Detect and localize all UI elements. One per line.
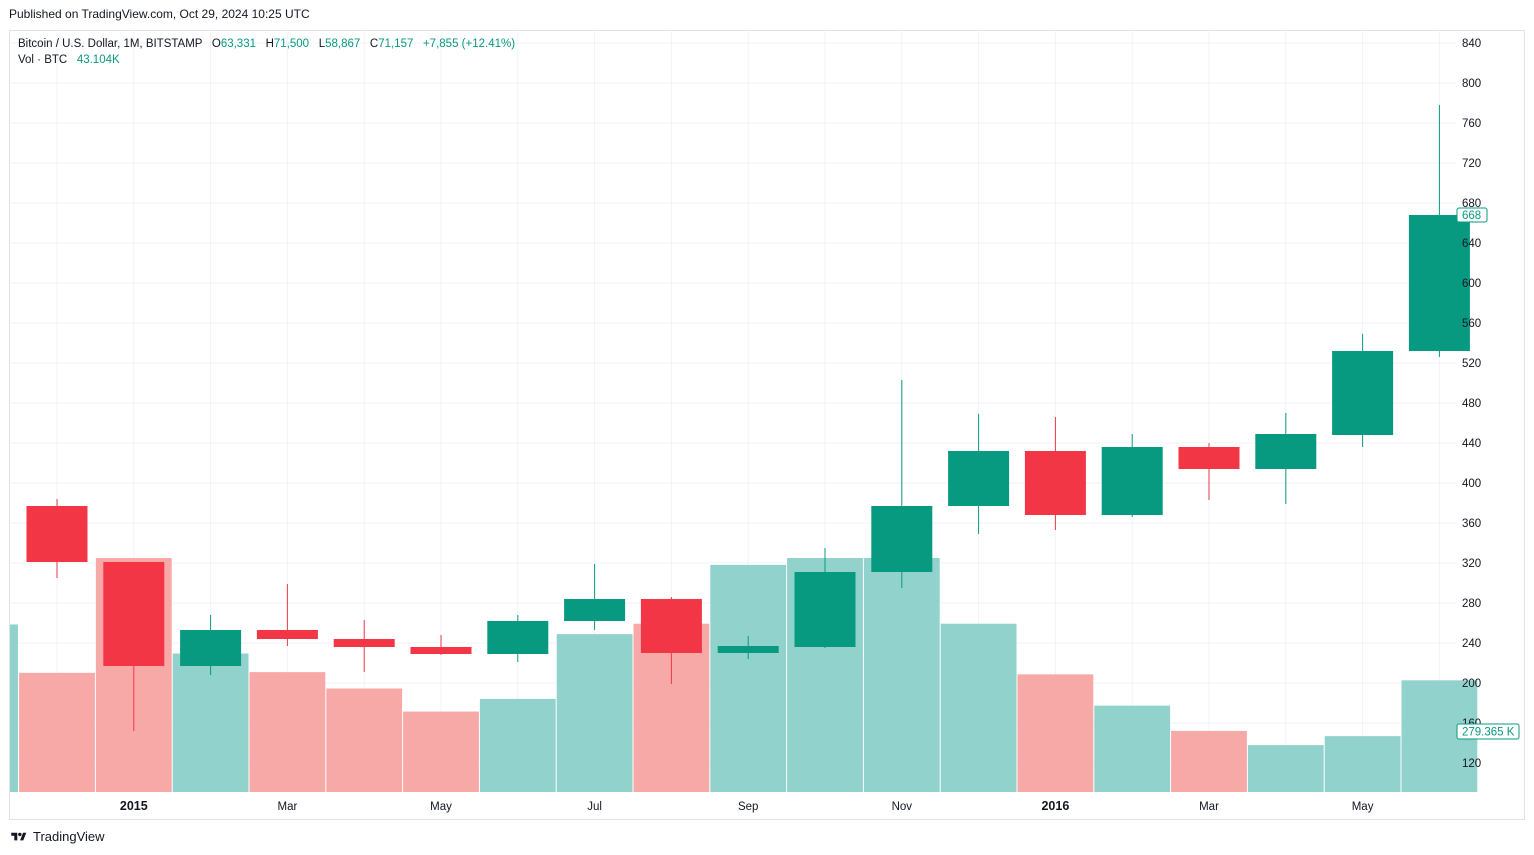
x-axis-tick-label: 2016: [1041, 799, 1069, 813]
published-caption: Published on TradingView.com, Oct 29, 20…: [9, 7, 310, 21]
footer-brand-label: TradingView: [33, 829, 105, 844]
candle-body: [948, 451, 1010, 506]
candle-body: [1024, 451, 1086, 515]
candle-body: [103, 562, 165, 666]
y-axis-tick-label: 760: [1462, 118, 1481, 130]
volume-bar: [1017, 674, 1094, 792]
volume-bar: [1247, 745, 1324, 792]
y-axis-tick-label: 400: [1462, 478, 1481, 490]
y-axis-tick-label: 320: [1462, 558, 1481, 570]
x-axis-tick-label: Sep: [738, 801, 758, 813]
chart-frame: [9, 30, 1525, 820]
legend-open-value: 63,331: [220, 38, 256, 50]
volume-bar: [1324, 736, 1401, 792]
x-axis-tick-label: Jul: [587, 801, 602, 813]
legend-line-volume: Vol · BTC 43.104K: [18, 52, 515, 68]
tradingview-logo-icon: [11, 832, 27, 840]
candle-body: [180, 630, 242, 666]
y-axis-tick-label: 560: [1462, 318, 1481, 330]
y-axis-tick-label: 840: [1462, 38, 1481, 50]
x-axis-tick-label: May: [1352, 801, 1374, 813]
y-axis-tick-label: 800: [1462, 78, 1481, 90]
candle-body: [487, 621, 549, 654]
candle-body: [1332, 351, 1394, 435]
chart-legend: Bitcoin / U.S. Dollar, 1M, BITSTAMP O63,…: [18, 36, 515, 68]
y-axis-tick-label: 360: [1462, 518, 1481, 530]
legend-line-price: Bitcoin / U.S. Dollar, 1M, BITSTAMP O63,…: [18, 36, 515, 52]
volume-bar: [172, 653, 249, 792]
legend-close-key: C: [369, 38, 379, 50]
legend-volume-label[interactable]: Vol · BTC: [18, 54, 68, 66]
x-axis-tick-label: 2015: [120, 799, 148, 813]
candle-body: [26, 506, 88, 562]
candle-body: [794, 572, 856, 647]
candle-body: [1101, 447, 1163, 515]
legend-change: +7,855 (+12.41%): [422, 38, 516, 50]
last-volume-label: 279.365 K: [1462, 727, 1515, 739]
volume-bar: [863, 558, 940, 792]
legend-open-key: O: [211, 38, 221, 50]
legend-low-value: 58,867: [325, 38, 361, 50]
legend-low-key: L: [318, 38, 326, 50]
legend-high-key: H: [265, 38, 274, 50]
volume-bar: [1094, 705, 1171, 792]
candle-body: [1178, 447, 1240, 469]
legend-volume-value: 43.104K: [76, 54, 120, 66]
candle-body: [640, 599, 702, 653]
last-price-badge: [1456, 207, 1488, 223]
footer-brand[interactable]: TradingView: [10, 829, 105, 844]
legend-high-value: 71,500: [273, 38, 310, 50]
y-axis-tick-label: 120: [1462, 758, 1481, 770]
candle-body: [717, 646, 779, 653]
volume-bar: [940, 623, 1017, 792]
price-chart[interactable]: 1201602002402803203604004404805205606006…: [0, 0, 1534, 822]
y-axis-tick-label: 280: [1462, 598, 1481, 610]
y-axis-tick-label: 640: [1462, 238, 1481, 250]
candle-body: [1255, 434, 1317, 469]
volume-bar: [19, 672, 95, 792]
y-axis-tick-label: 200: [1462, 678, 1481, 690]
volume-bar: [10, 624, 18, 792]
volume-bar: [326, 688, 403, 792]
y-axis-tick-label: 440: [1462, 438, 1481, 450]
candle-body: [871, 506, 933, 572]
x-axis-tick-label: May: [430, 801, 452, 813]
candle-body: [256, 630, 318, 639]
volume-bar: [403, 711, 479, 792]
candle-body: [564, 599, 626, 621]
last-price-label: 668: [1462, 210, 1481, 222]
y-axis-tick-label: 720: [1462, 158, 1481, 170]
x-axis-tick-label: Nov: [892, 801, 913, 813]
y-axis-tick-label: 240: [1462, 638, 1481, 650]
volume-bar: [710, 564, 787, 792]
x-axis-tick-label: Mar: [277, 801, 297, 813]
y-axis-tick-label: 520: [1462, 358, 1481, 370]
y-axis-tick-label: 600: [1462, 278, 1481, 290]
y-axis-tick-label: 480: [1462, 398, 1481, 410]
candle-body: [410, 647, 472, 654]
x-axis-tick-label: Mar: [1199, 801, 1219, 813]
candle-body: [333, 639, 395, 647]
volume-bar: [556, 634, 633, 792]
legend-close-value: 71,157: [378, 38, 414, 50]
volume-bar: [249, 672, 326, 792]
volume-bar: [1171, 730, 1247, 792]
candle-body: [1408, 215, 1470, 351]
last-volume-badge: [1456, 723, 1520, 740]
y-axis-tick-label: 680: [1462, 198, 1481, 210]
volume-bar: [479, 698, 556, 792]
legend-symbol[interactable]: Bitcoin / U.S. Dollar, 1M, BITSTAMP: [18, 38, 203, 50]
